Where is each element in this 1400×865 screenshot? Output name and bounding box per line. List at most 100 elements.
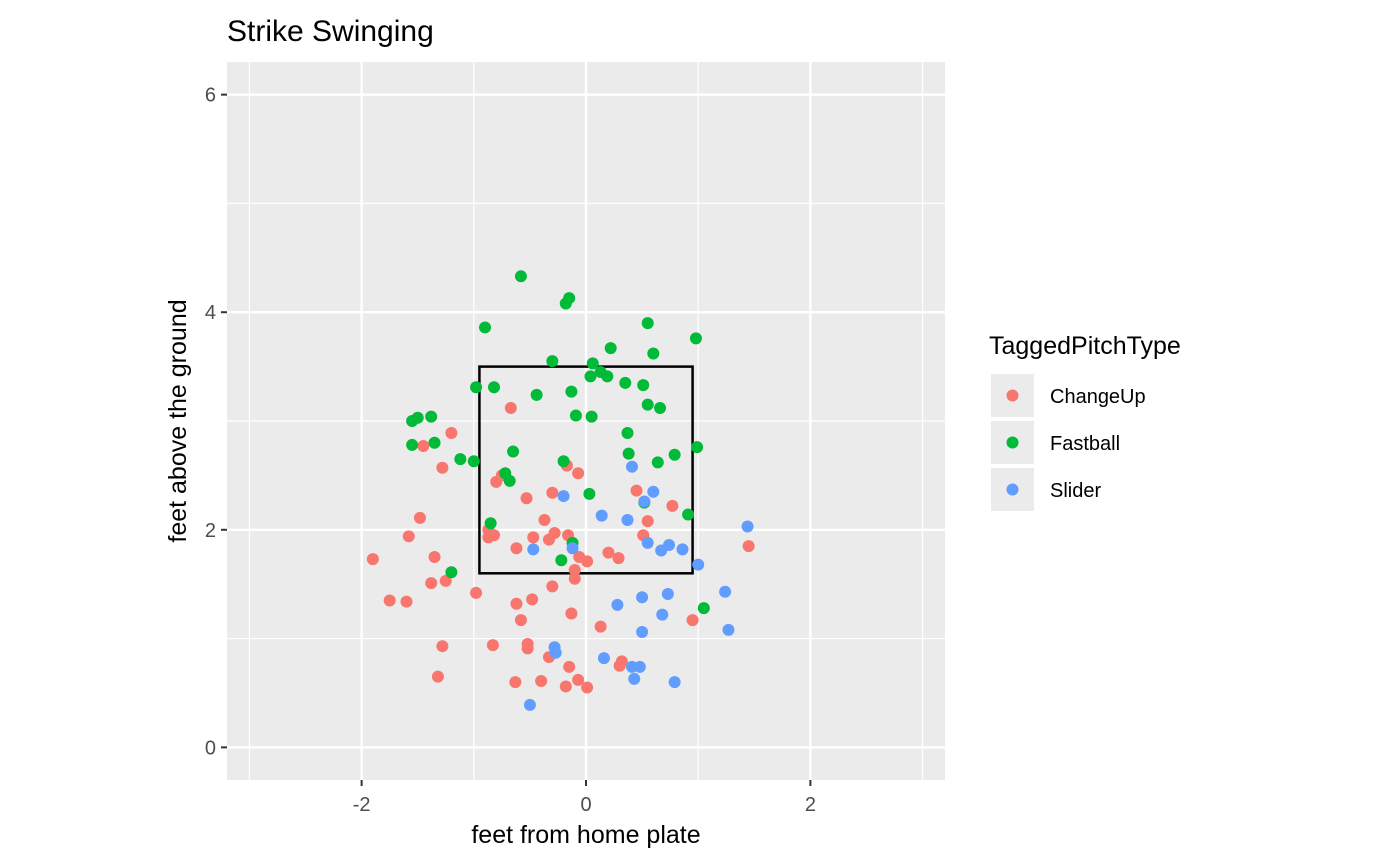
- changeup-point: [666, 499, 679, 512]
- changeup-point: [686, 614, 699, 627]
- changeup-point: [546, 486, 559, 499]
- slider-point: [611, 598, 624, 611]
- fastball-point: [467, 455, 480, 468]
- fastball-point: [470, 381, 483, 394]
- y-axis-title: feet above the ground: [164, 299, 192, 542]
- slider-point: [641, 536, 654, 549]
- slider-point: [549, 646, 562, 659]
- y-axis-ticks: 0 2 4 6: [205, 85, 227, 759]
- fastball-point: [584, 370, 597, 383]
- changeup-point: [436, 640, 449, 653]
- changeup-point: [425, 577, 438, 590]
- fastball-point: [668, 448, 681, 461]
- changeup-point: [486, 639, 499, 652]
- fastball-point: [586, 357, 599, 370]
- slider-point: [636, 626, 649, 639]
- slider-point: [633, 660, 646, 673]
- changeup-point: [568, 572, 581, 585]
- slider-point: [741, 520, 754, 533]
- fastball-point: [622, 447, 635, 460]
- fastball-point: [425, 410, 438, 423]
- slider-point: [597, 652, 610, 665]
- changeup-point: [509, 676, 522, 689]
- changeup-point: [630, 484, 643, 497]
- slider-point: [719, 585, 732, 598]
- slider-point: [628, 672, 641, 685]
- changeup-point: [366, 553, 379, 566]
- slider-point: [527, 543, 540, 556]
- fastball-point: [557, 455, 570, 468]
- fastball-point: [563, 292, 576, 305]
- changeup-point: [470, 586, 483, 599]
- changeup-point: [521, 642, 534, 655]
- slider-point: [661, 587, 674, 600]
- slider-point: [557, 490, 570, 503]
- x-axis-ticks: -2 0 2: [353, 780, 816, 816]
- changeup-point: [572, 467, 585, 480]
- slider-point: [647, 485, 660, 498]
- fastball-point: [445, 566, 458, 579]
- fastball-point: [647, 347, 660, 360]
- fastball-point: [484, 517, 497, 530]
- legend-swatch-changeup: [1006, 389, 1019, 402]
- y-tick-label: 2: [205, 520, 216, 542]
- x-tick-label: 2: [805, 794, 816, 816]
- data-points: [366, 270, 755, 711]
- legend-label-slider: Slider: [1050, 480, 1101, 502]
- fastball-point: [569, 409, 582, 422]
- changeup-point: [559, 680, 572, 693]
- fastball-point: [619, 376, 632, 389]
- fastball-point: [641, 317, 654, 330]
- fastball-point: [637, 379, 650, 392]
- changeup-point: [581, 681, 594, 694]
- x-axis-title: feet from home plate: [471, 821, 700, 849]
- strike-zone-box: [478, 365, 694, 575]
- fastball-point: [585, 410, 598, 423]
- legend-title: TaggedPitchType: [989, 332, 1181, 360]
- changeup-point: [594, 620, 607, 633]
- changeup-point: [641, 515, 654, 528]
- changeup-point: [431, 670, 444, 683]
- slider-point: [656, 608, 669, 621]
- slider-point: [638, 495, 651, 508]
- changeup-point: [417, 440, 430, 453]
- legend-swatch-slider: [1006, 483, 1019, 496]
- changeup-point: [383, 594, 396, 607]
- changeup-point: [400, 595, 413, 608]
- fastball-point: [454, 453, 467, 466]
- changeup-point: [510, 597, 523, 610]
- slider-point: [595, 509, 608, 522]
- changeup-point: [581, 555, 594, 568]
- slider-point: [663, 539, 676, 552]
- changeup-point: [439, 574, 452, 587]
- slider-point: [692, 558, 705, 571]
- changeup-point: [572, 673, 585, 686]
- legend-label-fastball: Fastball: [1050, 433, 1120, 455]
- changeup-point: [742, 540, 755, 553]
- fastball-point: [503, 474, 516, 487]
- changeup-point: [504, 401, 517, 414]
- fastball-point: [689, 332, 702, 345]
- legend-swatch-fastball: [1006, 436, 1019, 449]
- y-tick-label: 4: [205, 302, 216, 324]
- fastball-point: [406, 438, 419, 451]
- changeup-point: [402, 530, 415, 543]
- major-gridlines: [227, 62, 945, 780]
- changeup-point: [510, 542, 523, 555]
- fastball-point: [621, 426, 634, 439]
- slider-point: [668, 676, 681, 689]
- changeup-point: [514, 614, 527, 627]
- fastball-point: [691, 441, 704, 454]
- changeup-point: [445, 426, 458, 439]
- changeup-point: [526, 593, 539, 606]
- fastball-point: [428, 436, 441, 449]
- fastball-point: [604, 342, 617, 355]
- fastball-point: [479, 321, 492, 334]
- y-tick-label: 6: [205, 85, 216, 107]
- fastball-point: [411, 411, 424, 424]
- changeup-point: [568, 564, 581, 577]
- chart-title: Strike Swinging: [227, 15, 434, 48]
- changeup-point: [436, 461, 449, 474]
- x-tick-label: 0: [580, 794, 591, 816]
- fastball-point: [507, 445, 520, 458]
